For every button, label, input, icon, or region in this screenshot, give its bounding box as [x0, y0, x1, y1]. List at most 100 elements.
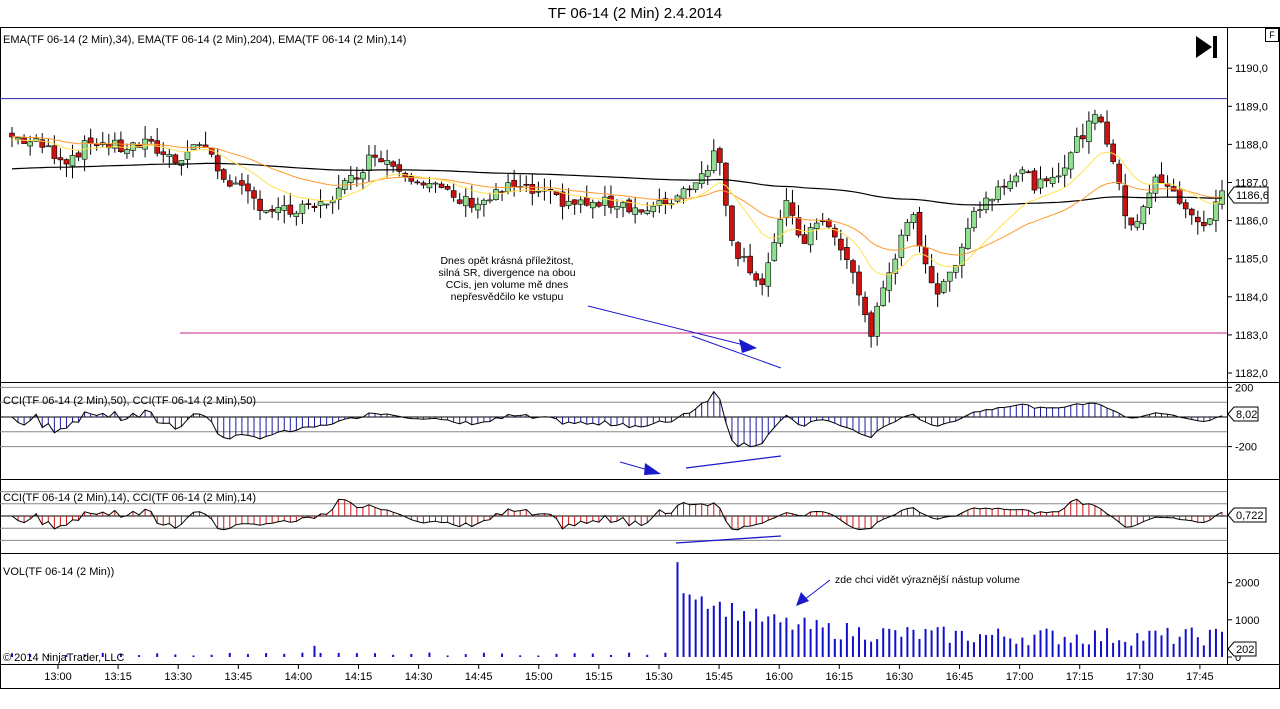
volume-note-arrowhead: [796, 592, 809, 606]
candle-up: [614, 206, 620, 210]
candle-down: [118, 139, 124, 153]
candle-down: [456, 199, 463, 204]
candle-down: [735, 242, 741, 259]
volume-panel-label: VOL(TF 06-14 (2 Min)): [3, 566, 114, 578]
candle-down: [729, 205, 735, 241]
candle-down: [1158, 174, 1165, 184]
candle-down: [1116, 163, 1122, 184]
volume-current-badge: 202: [1227, 641, 1257, 657]
candle-up: [965, 227, 971, 249]
price-tick-label: 1183,0: [1235, 330, 1268, 342]
candle-down: [789, 202, 796, 216]
candle-down: [1188, 208, 1195, 216]
cci50-current-value: 8,02: [1236, 409, 1257, 421]
price-current-value: 1186,6: [1236, 190, 1269, 202]
candle-down: [354, 177, 360, 180]
candle-up: [166, 154, 173, 157]
candle-down: [795, 217, 802, 236]
copyright-text: © 2014 NinjaTrader, LLC: [3, 652, 124, 664]
time-tick-label: 14:30: [405, 671, 433, 683]
candle-up: [323, 203, 330, 206]
candle-up: [898, 234, 905, 258]
candle-down: [571, 199, 578, 205]
ema-14-line: [11, 139, 1223, 276]
candle-up: [124, 149, 130, 155]
candle-down: [596, 202, 602, 207]
price-panel-label: EMA(TF 06-14 (2 Min),34), EMA(TF 06-14 (…: [3, 34, 406, 46]
candle-down: [269, 209, 275, 212]
candle-down: [1001, 185, 1008, 188]
candle-down: [934, 283, 941, 295]
candle-up: [69, 155, 76, 167]
candle-up: [910, 214, 917, 223]
candle-up: [977, 209, 983, 212]
candle-down: [825, 219, 832, 228]
candle-up: [293, 212, 300, 217]
price-tick-label: 1189,0: [1235, 101, 1268, 113]
candle-up: [487, 199, 493, 202]
candle-up: [952, 265, 959, 273]
candle-down: [511, 180, 517, 188]
candle-down: [1182, 202, 1189, 210]
candle-down: [856, 271, 862, 296]
ema-204-line: [11, 162, 1223, 206]
candle-down: [638, 209, 645, 213]
candle-down: [801, 234, 808, 244]
candle-up: [184, 151, 191, 160]
candle-down: [1104, 121, 1110, 145]
candle-down: [75, 152, 82, 158]
candle-down: [1201, 222, 1207, 227]
candle-down: [723, 162, 729, 206]
candle-down: [523, 183, 530, 186]
time-tick-label: 16:00: [765, 671, 793, 683]
candle-down: [1122, 185, 1128, 217]
candle-up: [481, 199, 487, 205]
candle-down: [608, 195, 614, 208]
candle-down: [239, 180, 245, 186]
candle-down: [1128, 217, 1135, 226]
candle-down: [63, 159, 70, 165]
cci50-arrowhead: [644, 463, 661, 475]
candle-down: [686, 188, 693, 191]
candle-down: [583, 197, 590, 206]
volume-tick-label: 2000: [1235, 578, 1259, 590]
candle-down: [245, 183, 251, 192]
cci14-panel-label: CCI(TF 06-14 (2 Min),14), CCI(TF 06-14 (…: [3, 492, 256, 504]
price-tick-label: 1185,0: [1235, 254, 1268, 266]
candle-up: [771, 242, 778, 261]
candle-up: [1140, 206, 1147, 225]
candle-up: [1207, 218, 1213, 225]
chart-title: TF 06-14 (2 Min) 2.4.2014: [547, 5, 723, 22]
jump-to-end-icon[interactable]: [1196, 36, 1217, 58]
cci14-current-value: 0,722: [1236, 510, 1264, 522]
candle-down: [529, 184, 536, 194]
f-button[interactable]: F: [1265, 28, 1279, 42]
time-tick-label: 13:30: [164, 671, 192, 683]
candle-down: [868, 312, 874, 337]
candle-up: [1055, 175, 1062, 178]
candle-up: [1061, 167, 1068, 176]
candle-up: [765, 262, 772, 287]
candle-up: [1049, 176, 1056, 184]
candle-down: [227, 180, 233, 187]
candle-down: [1176, 189, 1183, 204]
candle-up: [366, 154, 372, 171]
candle-down: [220, 169, 227, 180]
candle-up: [650, 205, 657, 213]
candle-down: [438, 183, 445, 188]
price-tick-label: 1186,0: [1235, 216, 1268, 228]
candle-down: [626, 199, 632, 213]
candle-up: [535, 190, 542, 193]
candle-down: [916, 211, 923, 247]
candle-down: [251, 190, 257, 199]
price-note-line-2: silná SR, divergence na obou: [438, 267, 575, 279]
candle-up: [710, 150, 717, 171]
cci50-current-badge: 8,02: [1227, 406, 1259, 422]
candle-up: [995, 186, 1001, 200]
candle-up: [190, 144, 197, 150]
candle-down: [396, 164, 403, 172]
candle-up: [577, 199, 584, 205]
candle-up: [281, 205, 288, 211]
time-axis: 13:00 13:15 13:30 13:45 14:00 14:15 14:30 14:45…: [44, 665, 1214, 683]
